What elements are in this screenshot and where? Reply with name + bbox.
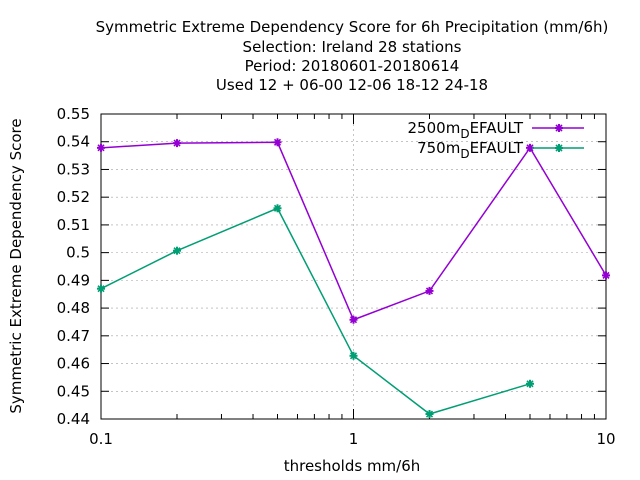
y-tick-label: 0.54: [57, 133, 90, 151]
y-tick-label: 0.48: [57, 299, 90, 317]
x-tick-label: 1: [349, 430, 359, 448]
legend-entry: 2500mDEFAULT: [408, 119, 584, 141]
x-tick-label: 10: [596, 430, 615, 448]
legend-label: 2500mDEFAULT: [408, 119, 524, 141]
title-line-3: Period: 20180601-20180614: [245, 57, 460, 75]
series-1: [97, 204, 534, 419]
y-tick-label: 0.53: [57, 160, 90, 178]
data-point: [273, 138, 282, 147]
series-line: [100, 141, 607, 321]
chart-title: Symmetric Extreme Dependency Score for 6…: [96, 18, 609, 94]
data-point: [173, 139, 182, 148]
y-tick-label: 0.52: [57, 188, 90, 206]
legend-marker: [555, 144, 563, 152]
y-tick-label: 0.44: [57, 410, 90, 428]
data-point: [173, 246, 182, 255]
y-tick-label: 0.47: [57, 327, 90, 345]
data-point: [525, 379, 534, 388]
legend-entry: 750mDEFAULT: [417, 139, 584, 161]
y-tick-label: 0.5: [66, 244, 90, 262]
series-0: [97, 138, 610, 324]
y-tick-label: 0.45: [57, 382, 90, 400]
x-axis-label: thresholds mm/6h: [284, 457, 421, 475]
series-layer: [97, 138, 610, 419]
data-point: [273, 204, 282, 213]
y-axis-label: Symmetric Extreme Dependency Score: [7, 118, 25, 413]
data-point: [97, 284, 105, 293]
x-tick-label: 0.1: [89, 430, 113, 448]
title-line-1: Symmetric Extreme Dependency Score for 6…: [96, 18, 609, 36]
y-tick-label: 0.49: [57, 271, 90, 289]
data-point: [349, 351, 358, 360]
y-tick-label: 0.51: [57, 216, 90, 234]
data-point: [425, 410, 434, 419]
tick-labels: 0.44 0.45 0.46 0.47 0.48 0.49 0.5 0.51 0.52 0.53 0…: [57, 105, 616, 448]
data-point: [97, 143, 105, 152]
title-line-2: Selection: Ireland 28 stations: [243, 38, 462, 56]
y-tick-label: 0.46: [57, 355, 90, 373]
grid: [101, 114, 606, 419]
data-point: [425, 286, 434, 295]
data-point: [349, 315, 358, 324]
legend-marker: [555, 124, 563, 132]
data-point: [602, 271, 610, 280]
legend-label: 750mDEFAULT: [417, 139, 524, 161]
title-line-4: Used 12 + 06-00 12-06 18-12 24-18: [216, 76, 488, 94]
series-line: [100, 207, 531, 415]
data-point: [525, 143, 534, 152]
y-tick-label: 0.55: [57, 105, 90, 123]
plot-frame: [100, 113, 607, 420]
